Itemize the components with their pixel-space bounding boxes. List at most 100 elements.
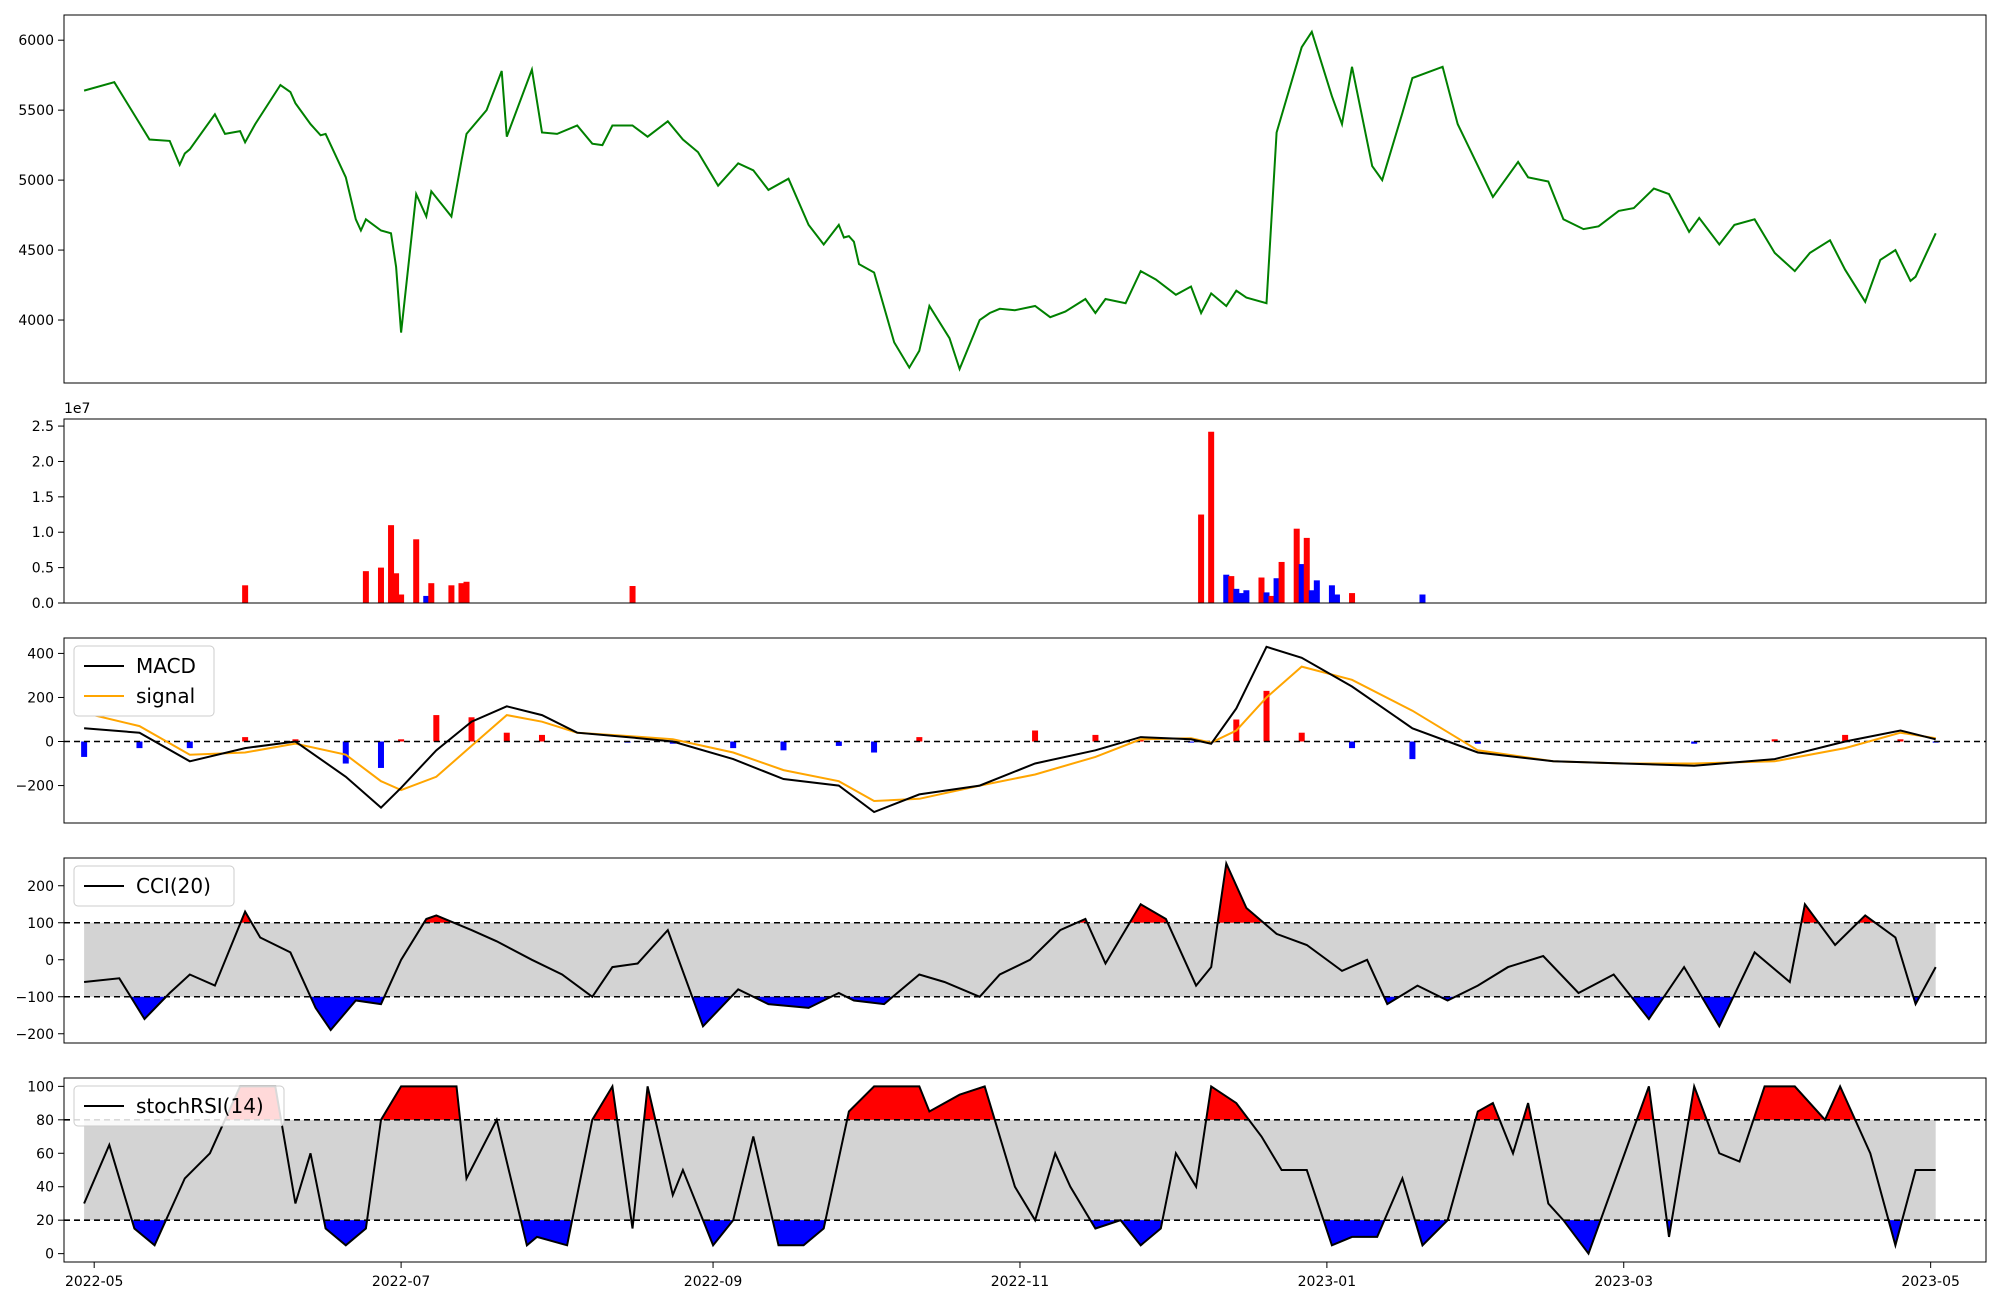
signal-series-line	[83, 665, 1936, 803]
macd-histogram-bar	[1188, 741, 1195, 743]
cci-overbought-fill	[1217, 863, 1264, 923]
macd-histogram-bar	[916, 737, 923, 742]
macd-histogram-bar	[1298, 732, 1305, 742]
macd-histogram-bar	[1137, 739, 1144, 742]
y-tick-label: 40	[36, 1180, 54, 1196]
cci-oversold-fill	[310, 996, 385, 1031]
y-tick-label: 0.5	[32, 561, 54, 577]
y-tick-label: 200	[27, 690, 54, 706]
x-tick-label: 2023-05	[1901, 1274, 1960, 1290]
volume-bar	[1273, 578, 1280, 603]
y-tick-label: 100	[27, 1079, 54, 1095]
y-tick-label: −200	[16, 1027, 54, 1043]
cci-oversold-fill	[846, 996, 893, 1005]
y-tick-label: 0	[45, 1247, 54, 1263]
macd-histogram-bar	[433, 715, 440, 742]
volume-bar	[1303, 537, 1310, 603]
volume-bar	[463, 581, 470, 603]
volume-bar	[393, 573, 400, 603]
volume-bar	[377, 567, 384, 603]
volume-bar	[398, 594, 405, 603]
macd-histogram-bar	[1897, 739, 1904, 742]
volume-bar	[448, 585, 455, 603]
volume-bar	[413, 539, 420, 603]
y-tick-label: 400	[27, 646, 54, 662]
stochrsi-oversold-fill	[520, 1220, 573, 1246]
axes-frame	[63, 418, 1987, 604]
legend-box	[73, 1085, 285, 1127]
stochrsi-oversold-fill	[1090, 1220, 1163, 1246]
axes-frame	[63, 857, 1987, 1044]
x-tick-label: 2022-05	[65, 1274, 124, 1290]
y-tick-label: 4500	[18, 243, 54, 259]
macd-histogram-bar	[1409, 741, 1416, 760]
volume-bar	[1223, 574, 1230, 603]
volume-bar	[1243, 590, 1250, 603]
stochrsi-oversold-fill	[772, 1220, 826, 1246]
stochrsi-overbought-fill	[1206, 1086, 1249, 1120]
y-tick-label: 4000	[18, 313, 54, 329]
y-tick-label: 100	[27, 916, 54, 932]
volume-exponent-label: 1e7	[64, 401, 90, 417]
macd-histogram-bar	[342, 741, 349, 764]
y-tick-label: 200	[27, 879, 54, 895]
cci-oversold-fill	[1701, 996, 1734, 1027]
cci-overbought-fill	[1129, 904, 1168, 923]
x-tick-label: 2022-09	[684, 1274, 743, 1290]
volume-bar	[1263, 592, 1270, 603]
cci-neutral-band	[84, 922, 1936, 997]
y-tick-label: 0.0	[32, 596, 54, 612]
y-tick-label: 60	[36, 1146, 54, 1162]
volume-bar	[1313, 580, 1320, 603]
volume-bar	[428, 583, 435, 603]
cci-oversold-fill	[692, 996, 732, 1027]
y-tick-label: 5500	[18, 103, 54, 119]
macd-histogram-bar	[1771, 739, 1778, 742]
axes-frame	[63, 14, 1987, 384]
legend-box	[73, 865, 235, 907]
volume-bar	[1208, 431, 1215, 603]
macd-histogram-bar	[377, 741, 384, 768]
legend-label-macd: MACD	[136, 654, 196, 678]
stochrsi-overbought-fill	[592, 1086, 618, 1120]
y-tick-label: 20	[36, 1213, 54, 1229]
volume-bar	[629, 586, 636, 603]
volume-bar	[1419, 594, 1426, 603]
legend-box	[73, 645, 215, 717]
macd-histogram-bar	[780, 741, 787, 751]
x-tick-label: 2023-03	[1594, 1274, 1653, 1290]
price-panel: 4000 4500 5000 5500 6000	[18, 14, 1987, 384]
stochrsi-oversold-fill	[1888, 1220, 1903, 1246]
cci-overbought-fill	[1857, 915, 1876, 923]
y-tick-label: 2.5	[32, 419, 54, 435]
stochrsi-series-line	[83, 1082, 1936, 1256]
price-series-line	[83, 29, 1937, 372]
volume-bar	[1198, 514, 1205, 603]
macd-histogram-bar	[1842, 734, 1849, 742]
macd-histogram-bar	[292, 739, 299, 742]
macd-histogram-bar	[1691, 741, 1698, 744]
volume-bar	[388, 525, 395, 603]
macd-histogram-bar	[503, 732, 510, 742]
cci-legend: CCI(20)	[73, 865, 235, 907]
cci-panel: −200 −100 0 100 200 CCI(20)	[16, 857, 1987, 1044]
macd-histogram-bar	[1092, 734, 1099, 742]
stochrsi-legend-label: stochRSI(14)	[136, 1094, 264, 1118]
y-tick-label: −200	[16, 779, 54, 795]
y-tick-label: 6000	[18, 33, 54, 49]
cci-oversold-fill	[1631, 996, 1664, 1019]
volume-bar	[1258, 577, 1265, 603]
macd-histogram-bar	[835, 741, 842, 746]
axes-frame	[63, 637, 1987, 824]
macd-histogram-bar	[1474, 741, 1481, 744]
volume-bar	[1238, 593, 1245, 603]
macd-histogram-bar	[1349, 741, 1356, 749]
macd-histogram-bar	[468, 717, 475, 742]
y-tick-label: 80	[36, 1113, 54, 1129]
stochrsi-oversold-fill	[131, 1220, 166, 1246]
y-tick-label: 2.0	[32, 454, 54, 470]
volume-bar	[242, 585, 249, 603]
stochrsi-oversold-fill	[702, 1220, 734, 1246]
macd-histogram-bar	[186, 741, 193, 749]
volume-bar	[1308, 590, 1315, 603]
